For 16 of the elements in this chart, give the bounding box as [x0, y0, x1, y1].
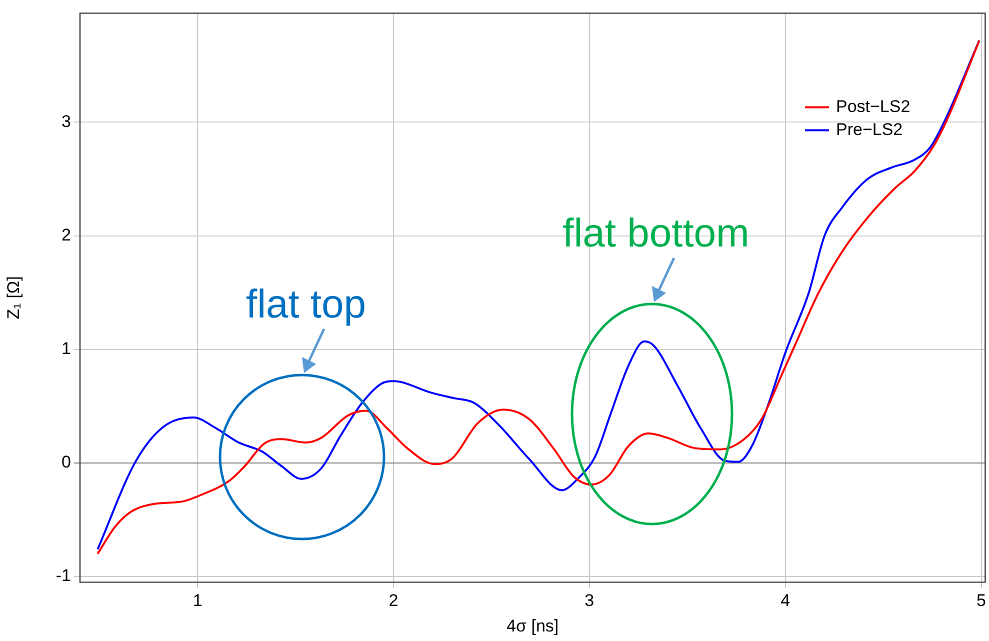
y-tick-label: -1 [56, 566, 71, 586]
y-axis-title: Z₁ [Ω] [4, 276, 23, 320]
y-tick-label: 2 [62, 225, 71, 244]
y-tick-label: 1 [62, 339, 71, 358]
x-tick-label: 2 [388, 591, 398, 610]
annotation: flat bottom [562, 212, 750, 256]
legend-label: Pre−LS2 [836, 120, 903, 139]
x-tick-label: 5 [976, 591, 986, 610]
y-tick-label: 0 [62, 452, 71, 472]
annotation: flat top [246, 282, 366, 328]
x-tick-label: 1 [192, 591, 202, 610]
x-tick-label: 4 [780, 591, 790, 610]
x-tick-label: 3 [584, 591, 594, 610]
y-tick-label: 3 [62, 112, 71, 131]
legend-label: Post−LS2 [836, 96, 910, 116]
x-axis-title: 4σ [ns] [506, 616, 559, 636]
